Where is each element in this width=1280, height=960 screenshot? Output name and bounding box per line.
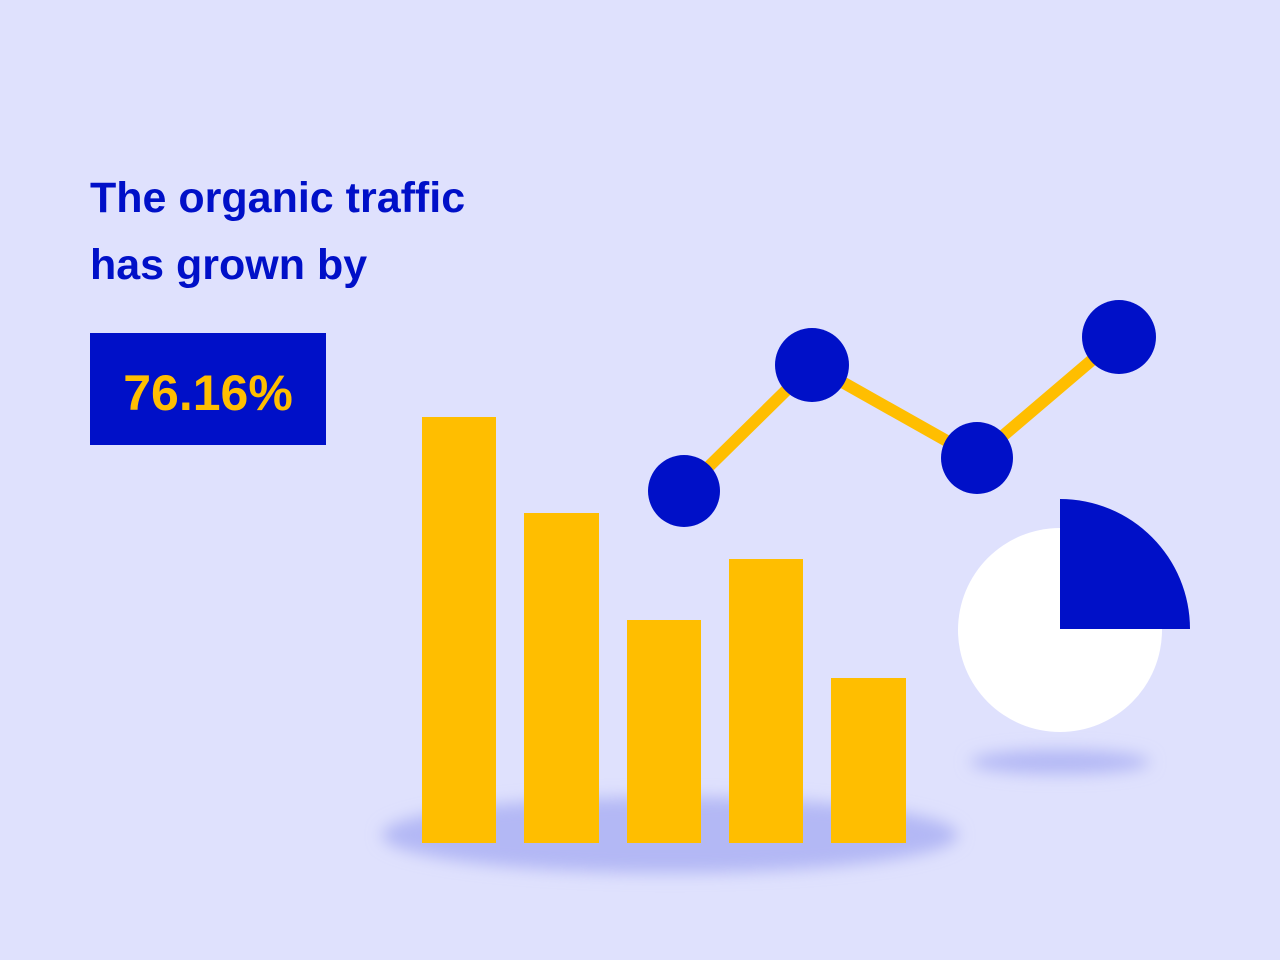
trend-point: [941, 422, 1013, 494]
trend-point: [1082, 300, 1156, 374]
stat-box: [90, 333, 326, 445]
trend-line: [679, 332, 1123, 496]
bar: [729, 559, 803, 843]
trend-points: [648, 300, 1156, 527]
bar-group: [422, 417, 906, 843]
bar: [627, 620, 701, 843]
trend-point: [648, 455, 720, 527]
pie-shadow: [970, 750, 1150, 774]
trend-point: [775, 328, 849, 402]
pie-slice: [1060, 499, 1190, 629]
bar: [524, 513, 599, 843]
headline-line: has grown by: [90, 241, 367, 289]
bar: [831, 678, 906, 843]
headline-line: The organic traffic: [90, 174, 465, 222]
bar: [422, 417, 496, 843]
stat-value: 76.16%: [123, 365, 293, 421]
